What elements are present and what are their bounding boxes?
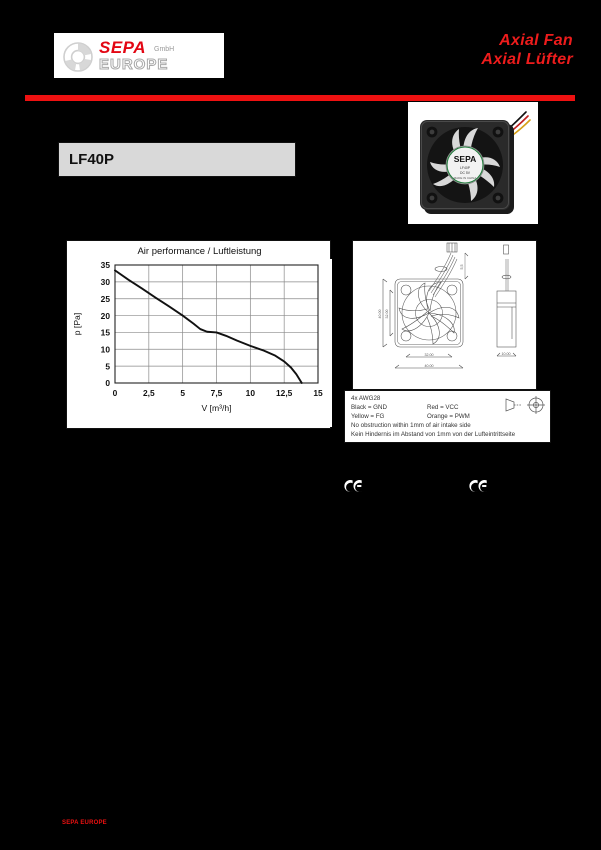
dim-pitch-horizontal: 32.00 [425, 353, 434, 357]
svg-text:7,5: 7,5 [211, 388, 223, 398]
rotation-direction-icon [527, 396, 545, 414]
footer-brand: SEPA EUROPE [62, 820, 107, 826]
svg-text:5: 5 [180, 388, 185, 398]
note-black-gnd: Black = GND [351, 404, 387, 411]
note-obstruction-en: No obstruction within 1mm of air intake … [351, 422, 471, 429]
dimensional-drawing: 40.00 32.00 32.00 40.00 5,5 10.00 [352, 240, 537, 390]
svg-text:V [m³/h]: V [m³/h] [201, 403, 231, 413]
svg-text:35: 35 [101, 260, 111, 270]
page-title-line-de: Axial Lüfter [481, 51, 573, 68]
svg-text:10: 10 [101, 344, 111, 354]
drawing-graphic: 40.00 32.00 32.00 40.00 5,5 10.00 [353, 241, 536, 389]
logo-brand-text: SEPA [99, 38, 147, 57]
dim-outer-horizontal: 40.00 [425, 364, 434, 368]
ce-mark-icon-left [344, 479, 362, 493]
svg-text:15: 15 [313, 388, 323, 398]
ce-mark-icon-right [469, 479, 487, 493]
svg-text:30: 30 [101, 277, 111, 287]
chart-title: Air performance / Luftleistung [137, 246, 262, 257]
note-awg: 4x AWG28 [351, 395, 381, 402]
fan-ring-icon [63, 42, 93, 72]
page-title-line-en: Axial Fan [499, 32, 573, 49]
note-red-vcc: Red = VCC [427, 404, 459, 411]
dim-lead-length: 5,5 [460, 265, 464, 270]
logo-region-text: EUROPE [98, 56, 169, 73]
svg-text:DC 5V: DC 5V [460, 171, 471, 175]
page-title: Axial Fan Axial Lüfter [343, 31, 573, 69]
svg-text:5: 5 [105, 361, 110, 371]
svg-text:SEPA: SEPA [454, 154, 477, 164]
fan-photo-graphic: SEPA LF40P DC 5V MADE IN CHINA [408, 102, 538, 224]
logo-legal-form-text: GmbH [154, 46, 175, 53]
svg-text:LF40P: LF40P [460, 166, 471, 170]
logo-inner: SEPA GmbH EUROPE [62, 38, 222, 76]
product-name-box: LF40P [58, 142, 296, 177]
svg-text:p [Pa]: p [Pa] [72, 313, 82, 335]
svg-text:MADE IN CHINA: MADE IN CHINA [454, 176, 477, 180]
dim-pitch-vertical: 32.00 [385, 310, 389, 319]
svg-text:12,5: 12,5 [276, 388, 293, 398]
svg-text:10: 10 [246, 388, 256, 398]
product-name: LF40P [69, 151, 115, 168]
air-performance-chart: Air performance / Luftleistung 0 5 10 15 20 2… [66, 240, 332, 429]
svg-text:25: 25 [101, 294, 111, 304]
svg-text:0: 0 [105, 378, 110, 388]
svg-text:0: 0 [113, 388, 118, 398]
dim-outer-vertical: 40.00 [378, 310, 382, 319]
svg-text:15: 15 [101, 328, 111, 338]
chart-plot-area: 0 5 10 15 20 25 30 35 0 2,5 5 7,5 10 12,5 15 V [m³/h] p … [67, 259, 332, 427]
product-photo: SEPA LF40P DC 5V MADE IN CHINA [407, 101, 539, 225]
note-yellow-fg: Yellow = FG [351, 413, 385, 420]
dim-thickness: 10.00 [502, 352, 511, 356]
wiring-notes: 4x AWG28 Black = GND Red = VCC Yellow = … [344, 390, 551, 443]
note-orange-pwm: Orange = PWM [427, 413, 470, 420]
note-obstruction-de: Kein Hindernis im Abstand von 1mm von de… [351, 431, 516, 438]
header-divider [25, 95, 575, 101]
svg-text:2,5: 2,5 [143, 388, 155, 398]
svg-text:20: 20 [101, 311, 111, 321]
company-logo: SEPA GmbH EUROPE [53, 32, 225, 79]
airflow-direction-icon [505, 398, 521, 412]
